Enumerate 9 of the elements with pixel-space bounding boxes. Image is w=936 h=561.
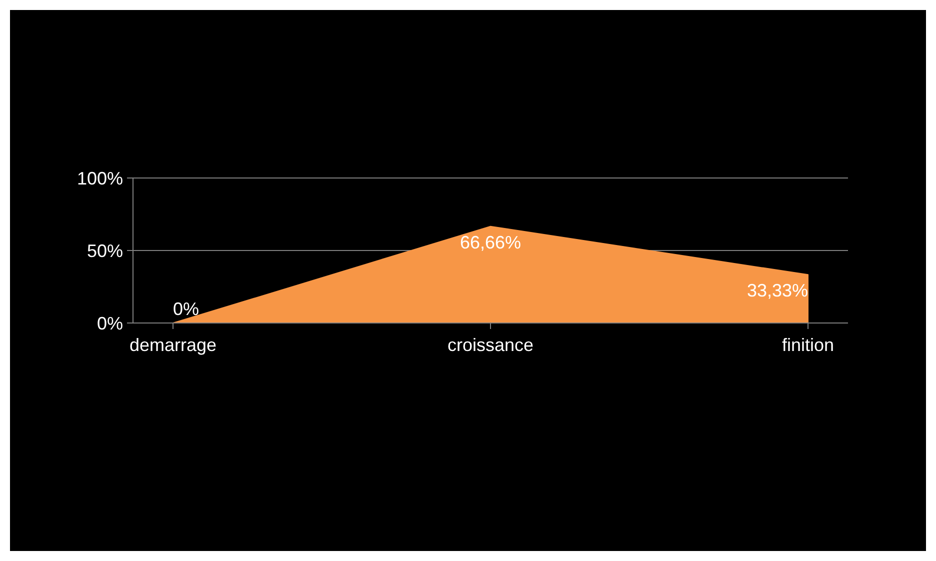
y-tick-label: 50% <box>86 240 123 261</box>
x-tick-label: croissance <box>447 335 534 355</box>
x-tick-label: demarrage <box>129 335 217 355</box>
y-tick-label: 0% <box>96 313 123 334</box>
data-label: 33,33% <box>746 280 808 301</box>
x-tick-label: finition <box>782 335 834 355</box>
y-tick-label: 100% <box>76 168 123 188</box>
data-label: 66,66% <box>460 232 522 252</box>
data-label: 0% <box>173 299 200 319</box>
